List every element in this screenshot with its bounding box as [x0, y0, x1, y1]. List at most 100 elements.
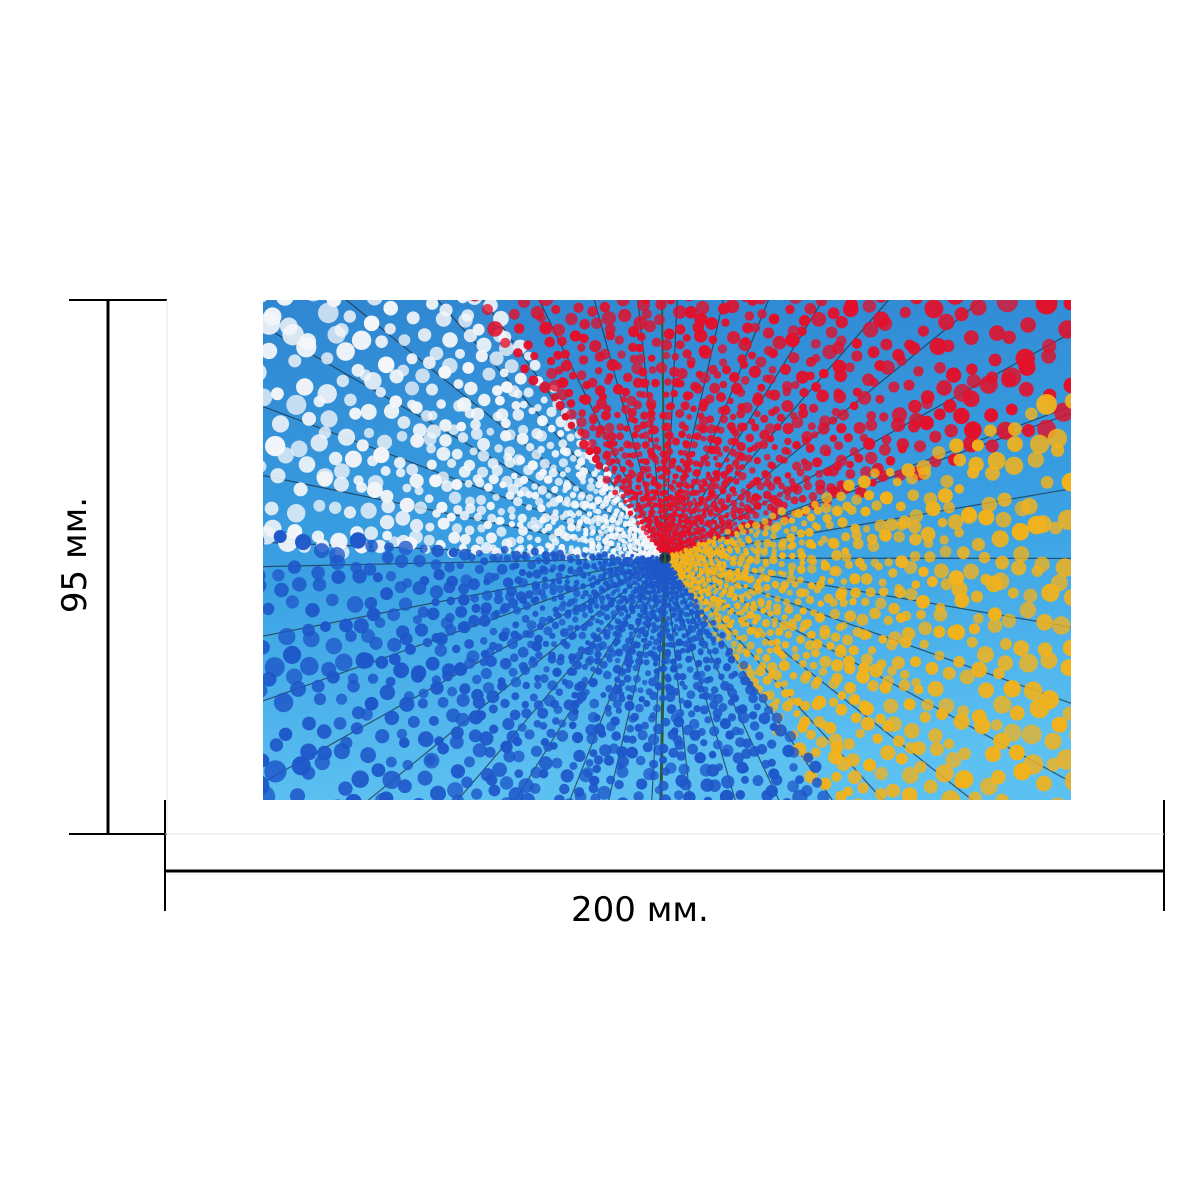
garland-flower	[706, 522, 712, 528]
garland-flower	[442, 358, 458, 374]
garland-flower	[763, 676, 772, 685]
garland-flower	[520, 364, 529, 373]
garland-flower	[853, 538, 864, 549]
garland-flower	[750, 323, 760, 333]
garland-flower	[770, 525, 779, 534]
garland-flower	[604, 755, 614, 765]
garland-flower	[625, 568, 631, 574]
garland-flower	[905, 742, 917, 754]
garland-flower	[286, 669, 302, 685]
garland-flower	[512, 401, 521, 410]
garland-flower	[344, 394, 357, 407]
garland-flower	[238, 314, 255, 331]
garland-flower	[697, 558, 701, 562]
garland-flower	[904, 561, 917, 574]
garland-flower	[764, 266, 774, 276]
garland-flower	[745, 523, 751, 529]
garland-flower	[442, 663, 456, 677]
garland-flower	[709, 701, 718, 710]
garland-flower	[749, 529, 754, 534]
garland-flower	[879, 587, 889, 597]
garland-flower	[1047, 758, 1060, 771]
garland-flower	[390, 395, 403, 408]
garland-flower	[863, 278, 880, 295]
garland-photo	[223, 255, 1111, 842]
garland-flower	[524, 729, 534, 739]
garland-flower	[477, 338, 492, 353]
garland-flower	[926, 662, 939, 675]
garland-flower	[465, 497, 475, 507]
garland-flower	[364, 526, 378, 540]
garland-flower	[347, 596, 364, 613]
garland-flower	[492, 762, 507, 777]
garland-flower	[468, 289, 481, 302]
garland-flower	[1036, 293, 1058, 315]
garland-flower	[595, 367, 602, 374]
garland-flower	[887, 666, 897, 676]
garland-flower	[724, 514, 729, 519]
garland-flower	[224, 730, 239, 745]
garland-flower	[656, 645, 663, 652]
garland-flower	[319, 427, 331, 439]
garland-flower	[869, 608, 881, 620]
garland-flower	[799, 388, 808, 397]
garland-flower	[590, 632, 597, 639]
garland-flower	[958, 814, 971, 827]
garland-flower	[452, 523, 462, 533]
garland-flower	[896, 356, 906, 366]
garland-flower	[405, 381, 419, 395]
garland-flower	[1002, 271, 1016, 285]
garland-flower	[245, 455, 264, 474]
garland-flower	[1020, 317, 1036, 333]
garland-flower	[411, 798, 427, 814]
garland-flower	[936, 708, 948, 720]
garland-flower	[606, 722, 616, 732]
garland-flower	[526, 571, 533, 578]
garland-flower	[943, 399, 956, 412]
garland-flower	[589, 416, 597, 424]
garland-flower	[527, 535, 533, 541]
garland-flower	[418, 606, 429, 617]
garland-flower	[765, 593, 770, 598]
garland-flower	[843, 738, 855, 750]
garland-flower	[607, 567, 613, 573]
garland-flower	[612, 589, 616, 593]
garland-flower	[668, 803, 682, 817]
garland-flower	[988, 800, 1002, 814]
garland-flower	[1018, 359, 1035, 376]
garland-flower	[740, 528, 747, 535]
garland-flower	[961, 507, 978, 524]
garland-flower	[553, 509, 559, 515]
garland-flower	[762, 500, 767, 505]
garland-flower	[593, 446, 602, 455]
garland-flower	[1064, 296, 1078, 310]
garland-flower	[723, 504, 729, 510]
garland-flower	[754, 703, 761, 710]
garland-flower	[632, 277, 646, 291]
garland-flower	[550, 564, 557, 571]
garland-flower	[808, 631, 816, 639]
garland-flower	[826, 642, 834, 650]
garland-flower	[768, 348, 778, 358]
garland-flower	[882, 720, 894, 732]
garland-flower	[548, 652, 556, 660]
garland-flower	[1082, 651, 1104, 673]
garland-flower	[383, 301, 398, 316]
garland-flower	[469, 615, 479, 625]
garland-flower	[774, 608, 781, 615]
garland-flower	[929, 431, 941, 443]
garland-flower	[684, 293, 693, 302]
garland-flower	[231, 533, 244, 546]
garland-flower	[587, 483, 595, 491]
garland-flower	[651, 628, 657, 634]
garland-flower	[896, 502, 906, 512]
garland-flower	[750, 604, 758, 612]
garland-flower	[1041, 349, 1056, 364]
garland-flower	[984, 408, 998, 422]
garland-flower	[758, 566, 765, 573]
garland-flower	[623, 588, 627, 592]
garland-flower	[653, 489, 660, 496]
garland-flower	[651, 379, 660, 388]
garland-flower	[809, 404, 818, 413]
garland-flower	[470, 447, 478, 455]
